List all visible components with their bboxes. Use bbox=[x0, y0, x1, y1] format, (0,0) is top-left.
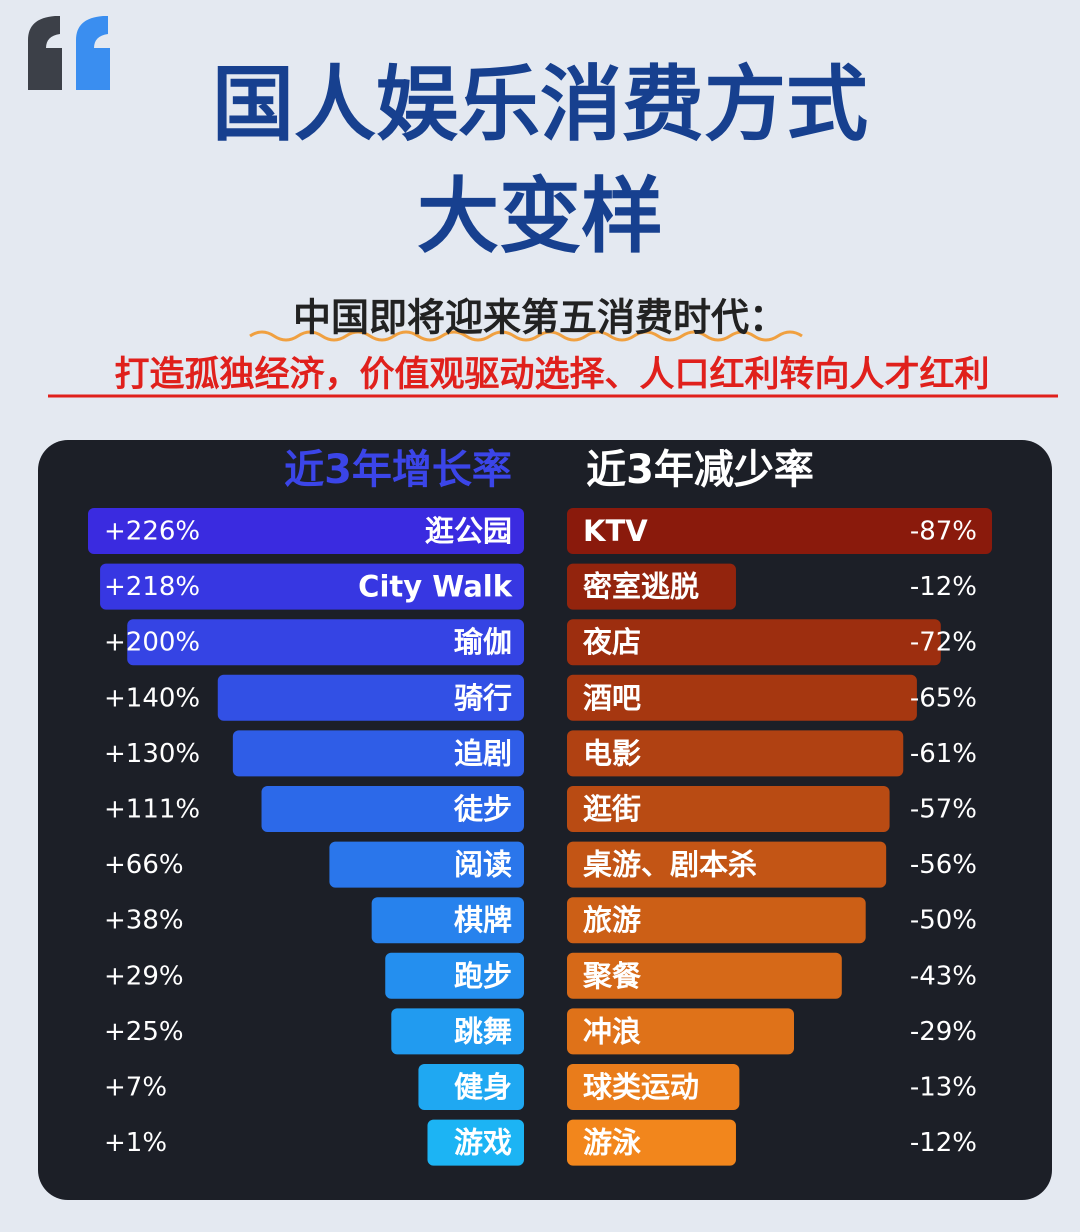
value-label: +66% bbox=[104, 850, 184, 880]
value-label: +25% bbox=[104, 1017, 184, 1047]
value-label: -50% bbox=[910, 906, 977, 936]
bar bbox=[385, 952, 524, 999]
category-label: KTV bbox=[583, 514, 648, 548]
bar bbox=[567, 674, 917, 721]
bar bbox=[100, 563, 524, 610]
value-label: +38% bbox=[104, 906, 184, 936]
category-label: 跳舞 bbox=[454, 1014, 512, 1048]
bar bbox=[567, 508, 992, 554]
bar bbox=[567, 619, 941, 666]
category-label: 阅读 bbox=[454, 848, 512, 882]
bar bbox=[427, 1119, 524, 1166]
bar bbox=[391, 1008, 524, 1055]
subtitle: 中国即将迎来第五消费时代： bbox=[293, 296, 787, 340]
category-label: 密室逃脱 bbox=[583, 570, 699, 604]
value-label: -13% bbox=[910, 1073, 977, 1103]
bar bbox=[127, 619, 524, 666]
value-label: +130% bbox=[104, 739, 200, 769]
bar bbox=[217, 674, 525, 721]
category-label: 游戏 bbox=[454, 1126, 512, 1160]
bar bbox=[567, 563, 736, 610]
category-label: City Walk bbox=[358, 570, 513, 604]
value-label: -72% bbox=[910, 628, 977, 658]
category-label: 逛街 bbox=[583, 792, 641, 826]
category-label: 追剧 bbox=[454, 736, 512, 770]
bar bbox=[567, 841, 887, 888]
bar bbox=[418, 1064, 524, 1110]
tagline: 打造孤独经济，价值观驱动选择、人口红利转向人才红利 bbox=[114, 355, 989, 395]
value-label: +1% bbox=[104, 1128, 167, 1158]
title-line: 国人娱乐消费方式 bbox=[212, 57, 868, 152]
category-label: 夜店 bbox=[582, 625, 641, 659]
category-label: 健身 bbox=[454, 1070, 512, 1104]
bar bbox=[567, 952, 842, 999]
title-line: 大变样 bbox=[417, 169, 663, 264]
bar bbox=[567, 730, 904, 777]
bar bbox=[329, 841, 524, 888]
category-label: 酒吧 bbox=[583, 681, 641, 715]
bar bbox=[371, 897, 524, 944]
value-label: +200% bbox=[104, 628, 200, 658]
value-label: +140% bbox=[104, 683, 200, 713]
category-label: 跑步 bbox=[454, 959, 512, 993]
value-label: +111% bbox=[104, 795, 200, 825]
value-label: -43% bbox=[910, 961, 977, 991]
bar bbox=[567, 1119, 736, 1166]
value-label: -12% bbox=[910, 1128, 977, 1158]
bar bbox=[261, 786, 524, 832]
category-label: 骑行 bbox=[454, 681, 512, 715]
category-label: 桌游、剧本杀 bbox=[583, 848, 757, 882]
value-label: +29% bbox=[104, 961, 184, 991]
value-label: -65% bbox=[910, 683, 977, 713]
category-label: 球类运动 bbox=[583, 1070, 699, 1104]
bar bbox=[567, 1064, 740, 1110]
category-label: 逛公园 bbox=[425, 514, 512, 548]
category-label: 冲浪 bbox=[583, 1014, 641, 1048]
bar bbox=[232, 730, 525, 777]
value-label: -57% bbox=[910, 795, 977, 825]
bar bbox=[567, 1008, 794, 1055]
category-label: 聚餐 bbox=[582, 959, 642, 993]
category-label: 电影 bbox=[583, 736, 641, 770]
value-label: -56% bbox=[910, 850, 977, 880]
category-label: 游泳 bbox=[583, 1126, 641, 1160]
value-label: +226% bbox=[104, 517, 200, 547]
value-label: -29% bbox=[910, 1017, 977, 1047]
value-label: +7% bbox=[104, 1073, 167, 1103]
value-label: -61% bbox=[910, 739, 977, 769]
series-header: 近3年减少率 bbox=[586, 447, 814, 493]
value-label: -12% bbox=[910, 572, 977, 602]
category-label: 徒步 bbox=[453, 792, 512, 826]
category-label: 瑜伽 bbox=[454, 625, 512, 659]
bar bbox=[567, 786, 890, 832]
quote-mark bbox=[28, 16, 110, 90]
value-label: -87% bbox=[910, 517, 977, 547]
bar bbox=[567, 897, 866, 944]
category-label: 棋牌 bbox=[454, 903, 512, 937]
bar bbox=[88, 508, 524, 554]
value-label: +218% bbox=[104, 572, 200, 602]
series-header: 近3年增长率 bbox=[284, 447, 512, 493]
wavy-underline bbox=[249, 330, 803, 342]
category-label: 旅游 bbox=[583, 903, 641, 937]
